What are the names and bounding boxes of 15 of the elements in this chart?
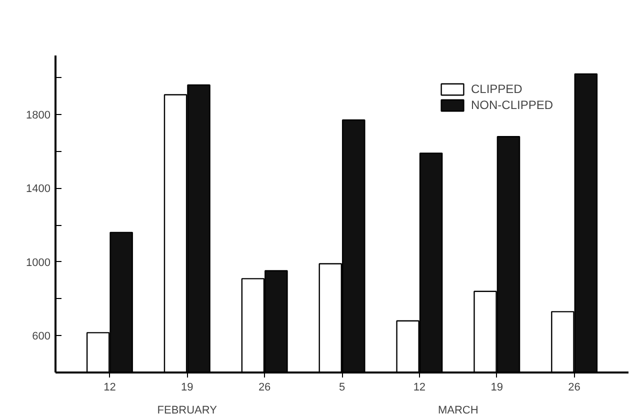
- legend-label: NON-CLIPPED: [471, 98, 554, 112]
- x-tick-label: 26: [568, 382, 580, 394]
- x-tick-label: 5: [338, 382, 346, 394]
- x-tick-label: 19: [490, 382, 503, 394]
- y-tick-label: 600: [32, 330, 51, 343]
- x-tick-label: 26: [258, 382, 271, 394]
- x-tick-label: 12: [104, 382, 116, 394]
- text: MARCH: [438, 404, 478, 416]
- y-tick-label: 1800: [26, 109, 51, 122]
- x-tick-label: 19: [181, 382, 194, 394]
- legend-label: CLIPPED: [471, 82, 522, 96]
- x-tick-label: 12: [413, 382, 426, 394]
- y-tick-label: 1400: [26, 183, 51, 196]
- y-tick-label: 1000: [26, 256, 51, 269]
- text: FEBRUARY: [157, 404, 218, 416]
